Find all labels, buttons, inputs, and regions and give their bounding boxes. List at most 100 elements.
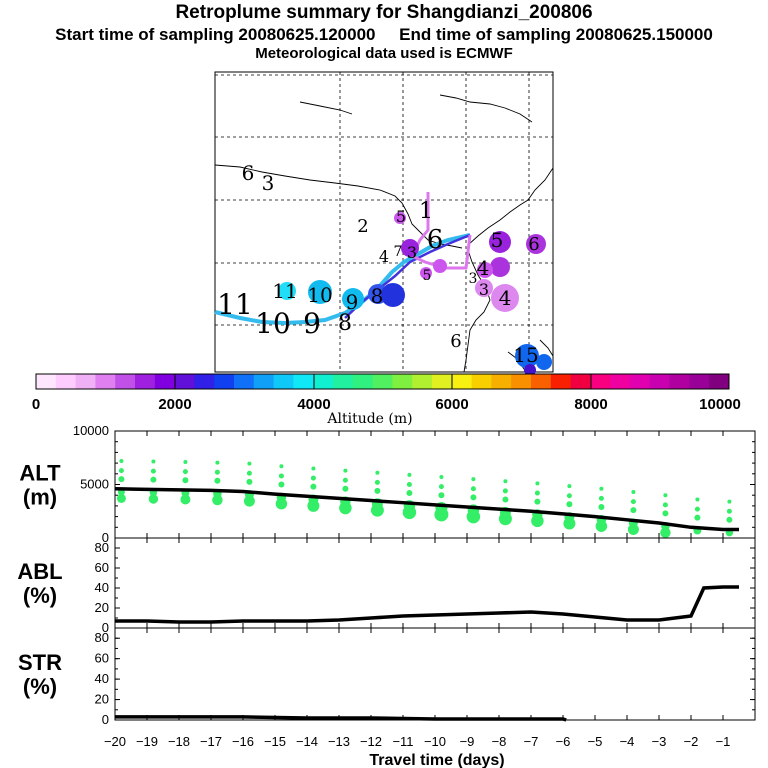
y-tick-label: 10000 — [73, 423, 109, 438]
panel-abl: 0 20 40 60 80 ABL(%) — [17, 537, 756, 635]
map-time-label: 2 — [357, 216, 368, 237]
altitude-dot — [406, 490, 413, 497]
x-tick-label: −11 — [392, 734, 413, 749]
x-tick-label: −18 — [168, 734, 190, 749]
colorbar-cell — [432, 374, 453, 389]
colorbar-cell — [649, 374, 671, 389]
altitude-dot — [470, 494, 477, 501]
altitude-dot — [438, 492, 445, 499]
sampling-times: Start time of sampling 20080625.120000 E… — [0, 25, 768, 45]
y-tick-label: 60 — [95, 651, 109, 666]
map-time-label: 4 — [379, 247, 389, 266]
map-time-label: 5 — [491, 228, 504, 252]
met-data-label: Meteorological data used is ECMWF — [255, 45, 513, 62]
panel-unit: (%) — [23, 674, 57, 699]
altitude-dot — [534, 490, 540, 496]
y-tick-label: 0 — [102, 712, 109, 727]
altitude-dot — [726, 508, 732, 514]
colorbar-cell — [75, 374, 96, 389]
x-tick-label: −3 — [652, 734, 667, 749]
altitude-dot — [118, 476, 125, 483]
altitude-dot — [662, 502, 668, 508]
altitude-dot — [406, 482, 412, 487]
altitude-dot — [471, 477, 476, 482]
colorbar-cell — [214, 374, 235, 389]
altitude-dot — [660, 527, 671, 538]
colorbar-cell — [154, 374, 176, 389]
altitude-dot — [310, 475, 316, 481]
altitude-dot — [502, 488, 508, 494]
colorbar-tick-label: 0 — [32, 396, 40, 413]
altitude-dot — [310, 483, 317, 490]
x-tick-label: −5 — [588, 734, 603, 749]
panel-unit: (m) — [23, 485, 57, 510]
altitude-dot — [630, 499, 636, 505]
colorbar-tick-label: 2000 — [158, 396, 191, 413]
colorbar-cell — [253, 374, 275, 389]
map-time-label: 6 — [242, 161, 255, 185]
x-tick-label: −16 — [232, 734, 254, 749]
altitude-dot — [118, 468, 124, 474]
colorbar-tick-label: 4000 — [297, 396, 330, 413]
map-time-label: 6 — [427, 225, 444, 255]
map-time-label: 3 — [407, 243, 417, 262]
colorbar-cell — [174, 374, 195, 389]
altitude-colorbar: 0 2000 4000 6000 8000 10000 Altitude (m) — [32, 373, 741, 427]
altitude-dot — [183, 460, 188, 465]
end-time-label: End time of sampling 20080625.150000 — [399, 25, 713, 44]
altitude-dot — [151, 459, 156, 464]
altitude-dot — [342, 477, 348, 483]
altitude-dot — [695, 497, 700, 502]
map-time-label: 6 — [450, 331, 461, 352]
colorbar-cell — [135, 374, 156, 389]
altitude-dot — [182, 469, 188, 475]
colorbar-cell — [451, 374, 473, 389]
map-time-label: 15 — [513, 343, 538, 367]
map-time-label: 4 — [477, 256, 490, 280]
altitude-dot — [374, 479, 380, 485]
colorbar-cell — [273, 374, 294, 389]
altitude-dot — [567, 484, 572, 489]
start-time-label: Start time of sampling 20080625.120000 — [55, 25, 376, 44]
x-tick-label: −4 — [620, 734, 635, 749]
map-time-label: 4 — [499, 286, 512, 310]
y-tick-label: 0 — [102, 530, 109, 545]
altitude-dot — [407, 472, 412, 477]
panel-unit: (%) — [23, 583, 57, 608]
x-axis-label: Travel time (days) — [369, 752, 504, 768]
altitude-dot — [116, 493, 126, 503]
altitude-dot — [535, 481, 540, 486]
colorbar-cell — [590, 374, 611, 389]
map-time-label: 5 — [396, 207, 406, 226]
colorbar-tick-label: 6000 — [435, 396, 468, 413]
altitude-dot — [150, 476, 157, 483]
colorbar-frame — [35, 373, 730, 390]
y-tick-label: 0 — [102, 620, 109, 635]
colorbar-cell — [570, 374, 591, 389]
map-gridlines — [215, 72, 553, 372]
altitude-dot — [694, 514, 701, 521]
altitude-dot — [374, 487, 381, 494]
series-line — [115, 585, 739, 624]
x-tick-label: −6 — [556, 734, 571, 749]
x-tick-label: −12 — [360, 734, 382, 749]
y-tick-label: 40 — [95, 671, 109, 686]
map-time-label: 10 — [307, 283, 332, 307]
altitude-dot — [694, 506, 700, 512]
colorbar-cell — [36, 374, 57, 389]
map-time-label: 3 — [469, 271, 478, 287]
y-tick-label: 80 — [95, 540, 109, 555]
colorbar-cells — [36, 374, 730, 389]
altitude-dot — [438, 484, 444, 490]
altitude-dot — [470, 486, 476, 492]
colorbar-cell — [333, 374, 354, 389]
altitude-dot — [278, 481, 285, 488]
altitude-dot — [278, 473, 284, 479]
y-tick-label: 20 — [95, 692, 109, 707]
colorbar-cell — [234, 374, 255, 389]
altitude-dot — [599, 486, 604, 491]
plume-track — [214, 192, 552, 376]
colorbar-cell — [669, 374, 690, 389]
altitude-dot — [439, 475, 444, 480]
